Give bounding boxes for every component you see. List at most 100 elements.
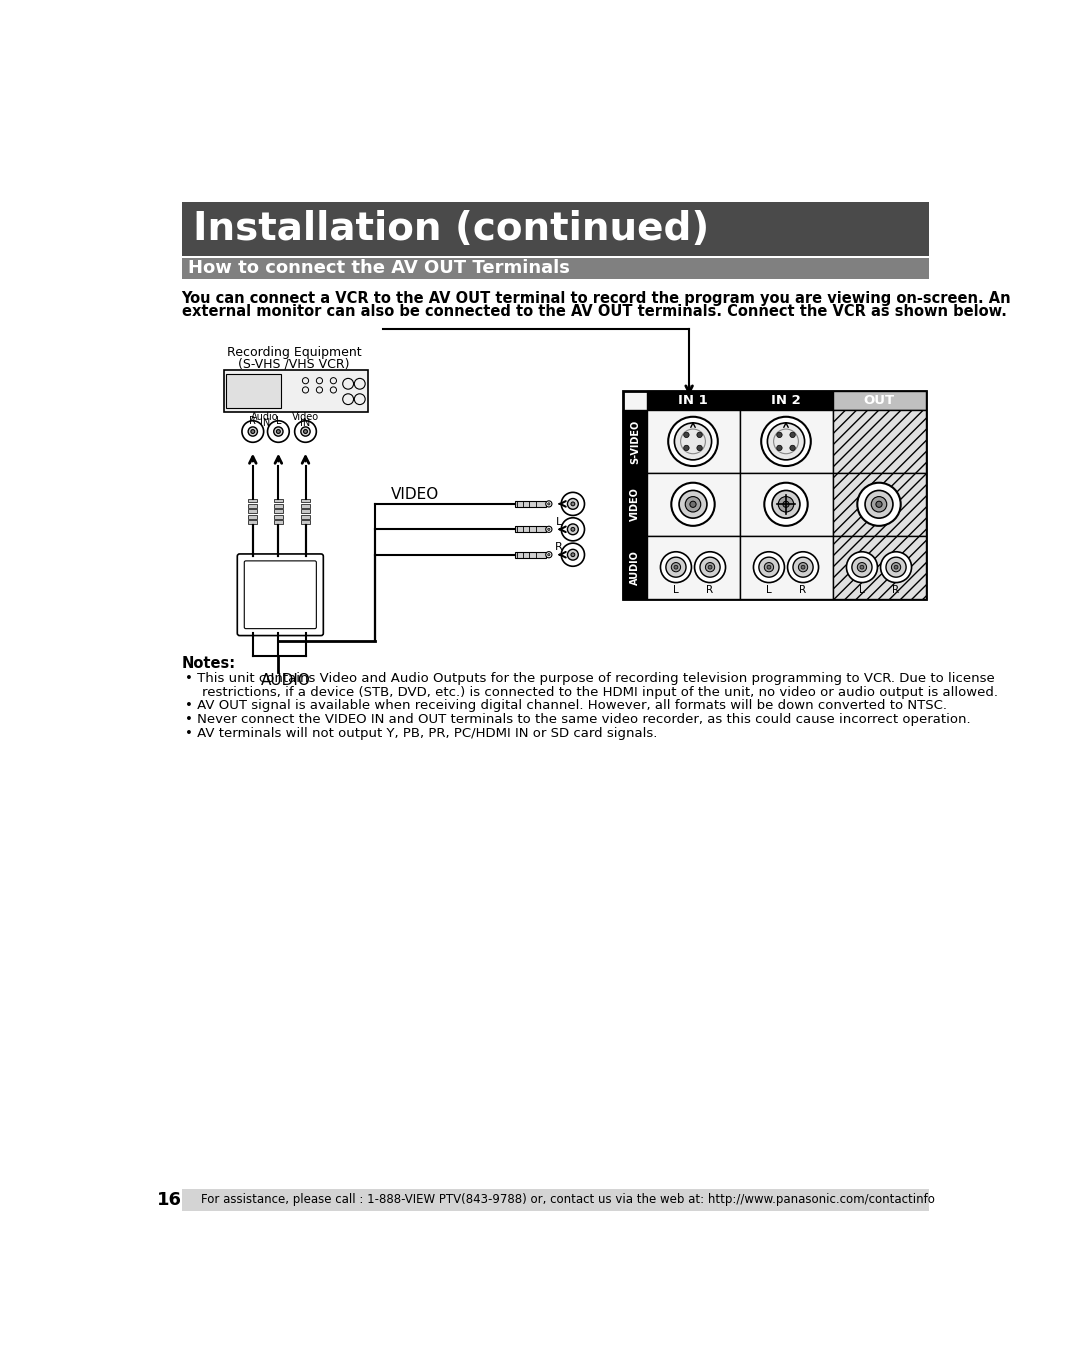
- Bar: [301, 504, 310, 508]
- Bar: [647, 391, 740, 410]
- Bar: [248, 521, 257, 523]
- Circle shape: [789, 446, 795, 451]
- Circle shape: [876, 502, 882, 507]
- Circle shape: [661, 552, 691, 582]
- Bar: [273, 521, 283, 523]
- Circle shape: [858, 563, 866, 572]
- Circle shape: [567, 549, 578, 560]
- Circle shape: [801, 566, 805, 570]
- Bar: [647, 536, 740, 598]
- Bar: [833, 536, 926, 598]
- Circle shape: [777, 432, 782, 438]
- Circle shape: [798, 563, 808, 572]
- Bar: [623, 391, 926, 598]
- Circle shape: [697, 432, 702, 438]
- Circle shape: [886, 557, 906, 577]
- Bar: [740, 536, 833, 598]
- Circle shape: [571, 553, 575, 556]
- Bar: [740, 410, 833, 473]
- Circle shape: [852, 557, 872, 577]
- Circle shape: [768, 423, 805, 459]
- Circle shape: [301, 427, 310, 436]
- Bar: [623, 473, 647, 536]
- Circle shape: [860, 566, 864, 570]
- Text: R: R: [249, 416, 256, 427]
- Bar: [248, 499, 257, 503]
- Circle shape: [545, 500, 552, 507]
- Bar: [273, 504, 283, 508]
- Text: L: L: [859, 585, 865, 594]
- Bar: [833, 410, 926, 473]
- Circle shape: [545, 526, 552, 533]
- Circle shape: [303, 429, 308, 433]
- Bar: [248, 515, 257, 518]
- Bar: [515, 500, 545, 507]
- Circle shape: [562, 518, 584, 541]
- Bar: [515, 552, 545, 557]
- Circle shape: [700, 557, 720, 577]
- Circle shape: [679, 491, 707, 518]
- Circle shape: [761, 417, 811, 466]
- Text: VIDEO: VIDEO: [391, 487, 438, 502]
- Bar: [181, 1189, 930, 1210]
- Circle shape: [571, 527, 575, 532]
- Text: restrictions, if a device (STB, DVD, etc.) is connected to the HDMI input of the: restrictions, if a device (STB, DVD, etc…: [186, 686, 998, 699]
- Text: OUT: OUT: [863, 394, 894, 406]
- Circle shape: [571, 502, 575, 506]
- Circle shape: [765, 563, 773, 572]
- Circle shape: [548, 527, 550, 530]
- Circle shape: [268, 421, 289, 443]
- Bar: [301, 510, 310, 512]
- Text: IN: IN: [260, 418, 270, 428]
- Bar: [227, 373, 281, 409]
- Bar: [740, 391, 833, 410]
- Text: • Never connect the VIDEO IN and OUT terminals to the same video recorder, as th: • Never connect the VIDEO IN and OUT ter…: [186, 713, 971, 726]
- Circle shape: [783, 502, 789, 507]
- Circle shape: [754, 552, 784, 582]
- Circle shape: [674, 423, 712, 459]
- Circle shape: [248, 427, 257, 436]
- Circle shape: [789, 432, 795, 438]
- Circle shape: [276, 429, 281, 433]
- Text: (S-VHS /VHS VCR): (S-VHS /VHS VCR): [238, 357, 350, 371]
- Bar: [740, 473, 833, 536]
- Text: S-VIDEO: S-VIDEO: [630, 420, 639, 463]
- Circle shape: [548, 503, 550, 506]
- Circle shape: [672, 483, 715, 526]
- Circle shape: [545, 552, 552, 557]
- Circle shape: [694, 552, 726, 582]
- Bar: [833, 473, 926, 536]
- Text: L: L: [556, 517, 562, 527]
- Circle shape: [858, 483, 901, 526]
- Text: VIDEO: VIDEO: [630, 488, 639, 521]
- Circle shape: [251, 429, 255, 433]
- Circle shape: [793, 557, 813, 577]
- Circle shape: [562, 492, 584, 515]
- Circle shape: [891, 563, 901, 572]
- Text: • This unit contains Video and Audio Outputs for the purpose of recording televi: • This unit contains Video and Audio Out…: [186, 672, 995, 684]
- Bar: [301, 515, 310, 518]
- Text: • AV OUT signal is available when receiving digital channel. However, all format: • AV OUT signal is available when receiv…: [186, 699, 947, 713]
- Circle shape: [548, 553, 550, 556]
- Text: For assistance, please call : 1-888-VIEW PTV(843-9788) or, contact us via the we: For assistance, please call : 1-888-VIEW…: [201, 1194, 935, 1206]
- Text: R: R: [555, 542, 563, 552]
- Bar: [623, 410, 647, 473]
- Text: IN 2: IN 2: [771, 394, 801, 406]
- Bar: [647, 410, 740, 473]
- Circle shape: [273, 427, 283, 436]
- Bar: [515, 526, 545, 533]
- Bar: [647, 473, 740, 536]
- Circle shape: [666, 557, 686, 577]
- Circle shape: [685, 496, 701, 512]
- Circle shape: [680, 429, 705, 454]
- Circle shape: [865, 491, 893, 518]
- Circle shape: [894, 566, 897, 570]
- Bar: [225, 369, 367, 412]
- Circle shape: [777, 446, 782, 451]
- Text: You can connect a VCR to the AV OUT terminal to record the program you are viewi: You can connect a VCR to the AV OUT term…: [181, 290, 1011, 305]
- Circle shape: [672, 563, 680, 572]
- Circle shape: [562, 544, 584, 566]
- Text: AUDIO: AUDIO: [630, 549, 639, 585]
- Bar: [248, 510, 257, 512]
- Bar: [248, 504, 257, 508]
